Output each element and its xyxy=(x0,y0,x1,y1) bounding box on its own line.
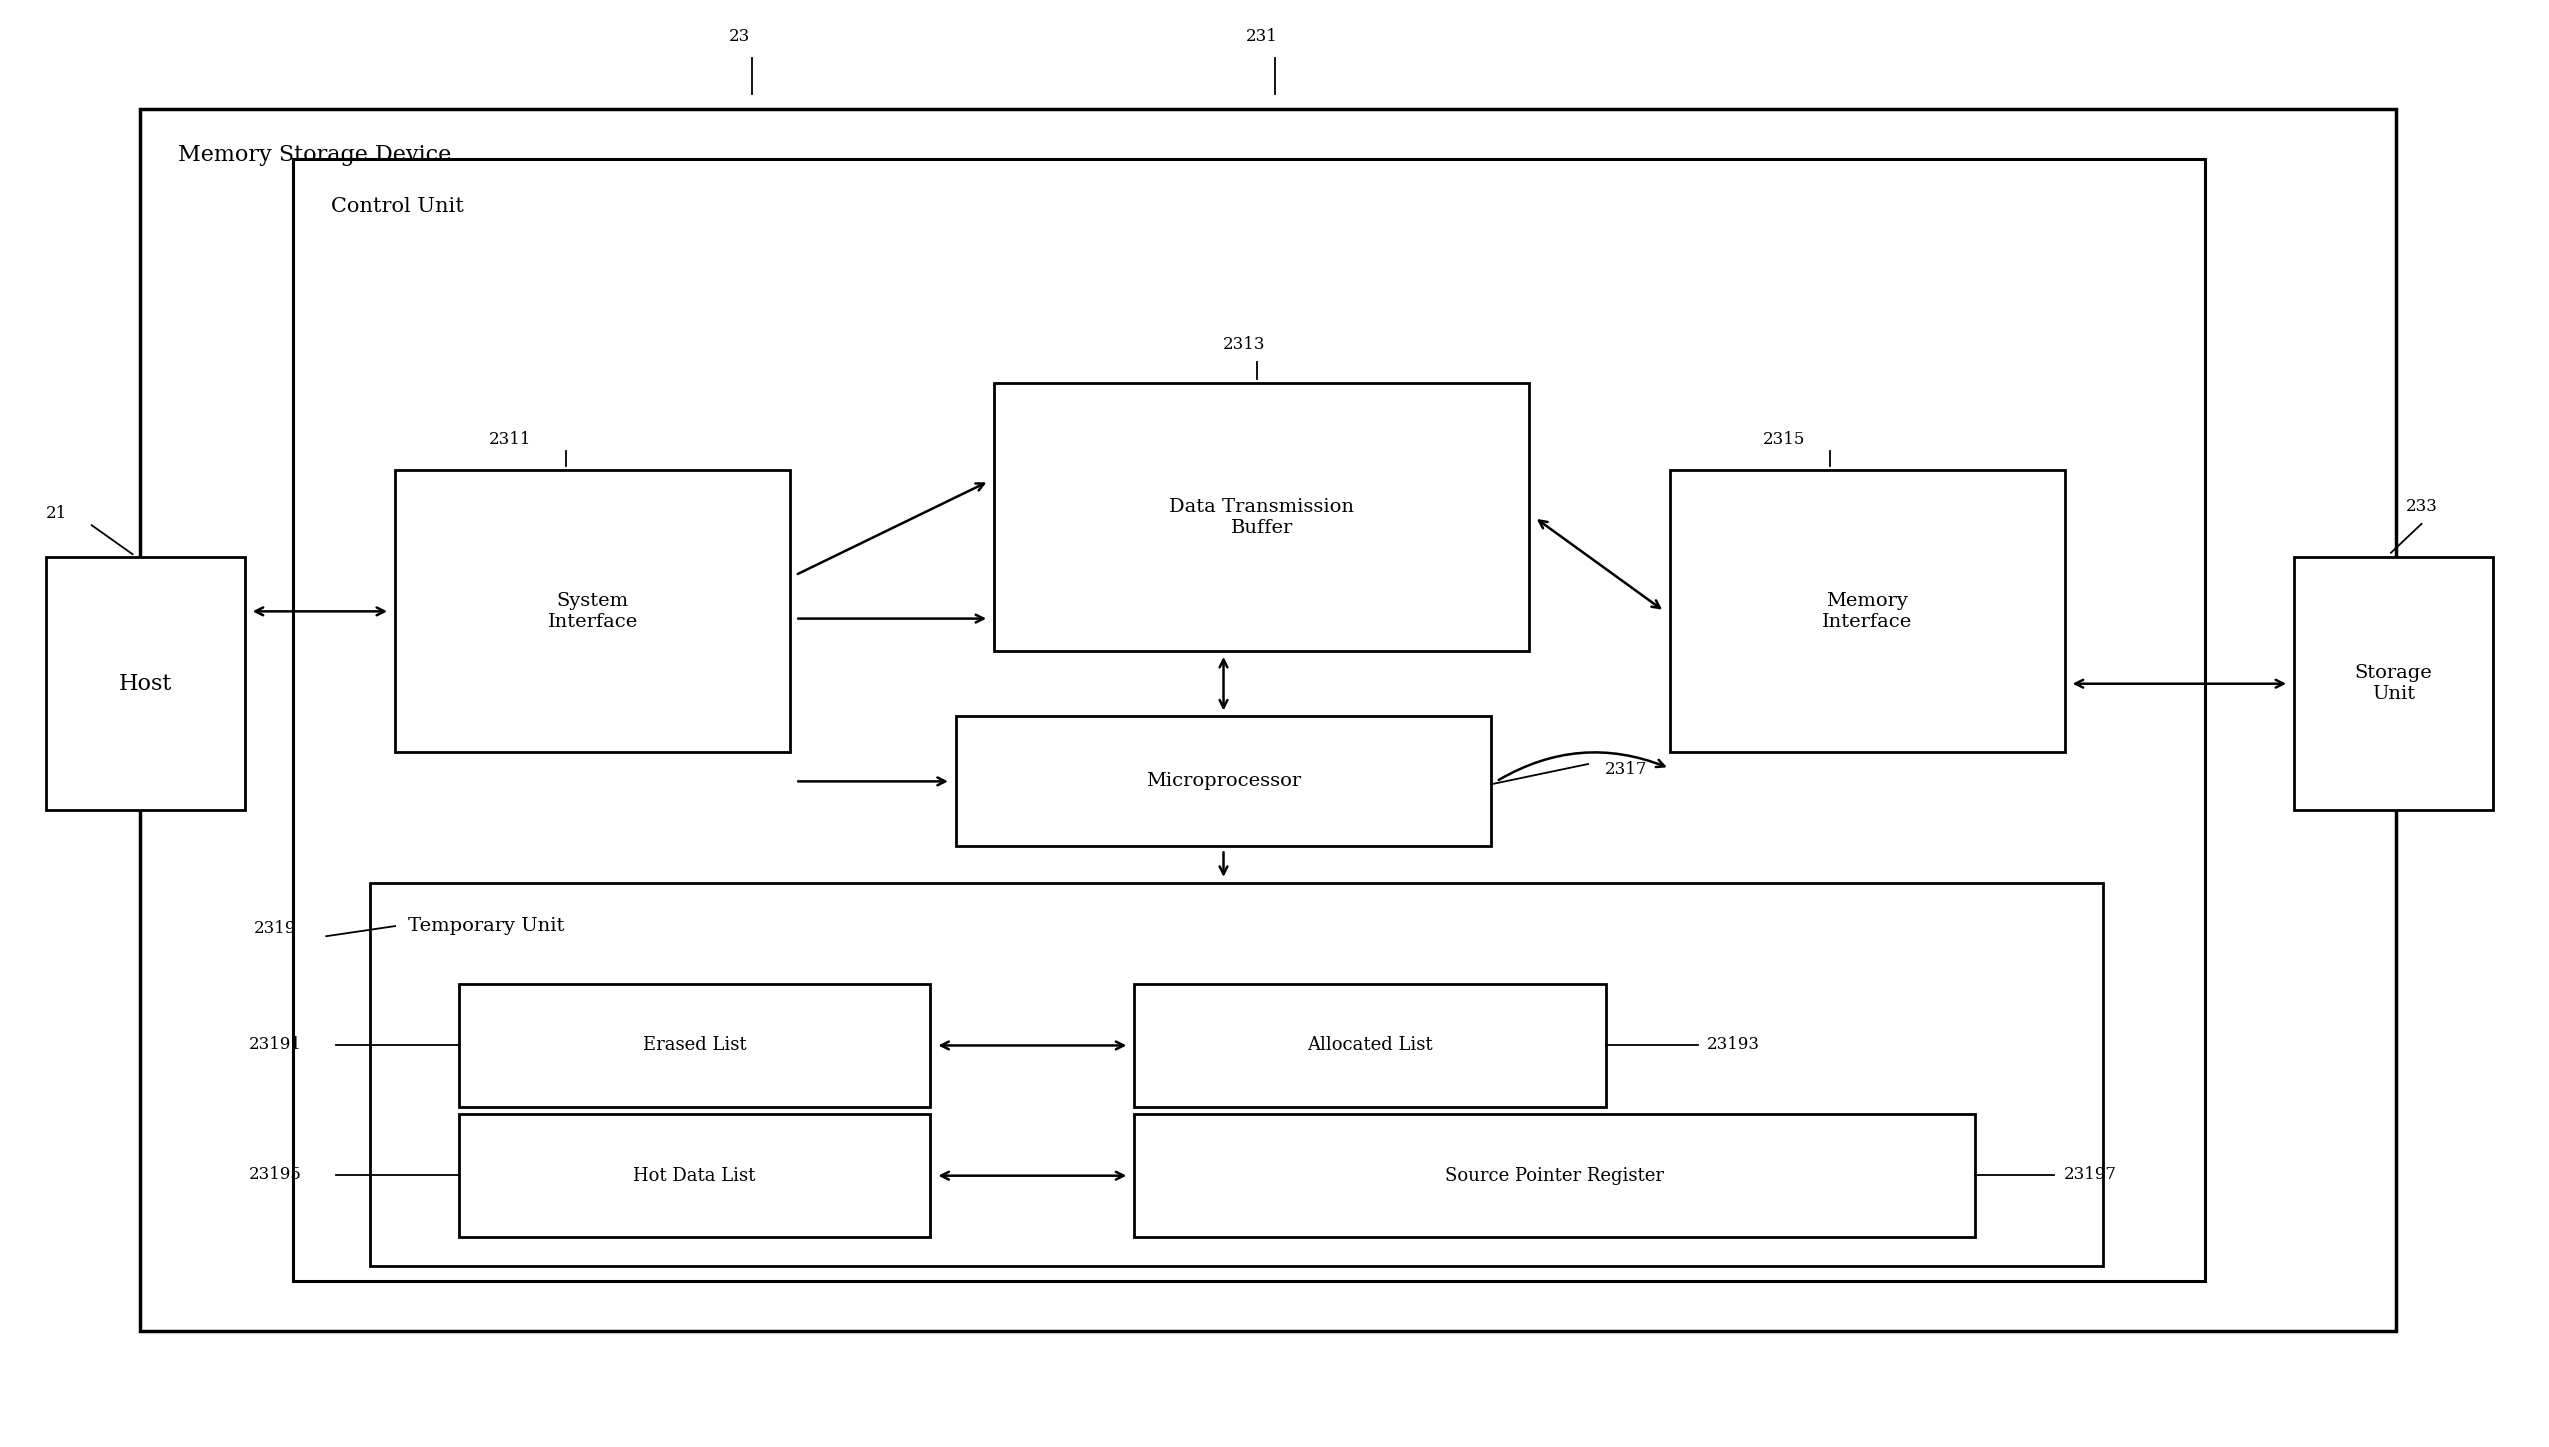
Text: 23195: 23195 xyxy=(250,1166,301,1184)
Text: 23191: 23191 xyxy=(250,1036,301,1053)
Text: Host: Host xyxy=(120,673,171,695)
Text: 2315: 2315 xyxy=(1764,431,1805,449)
Bar xyxy=(140,109,2396,1331)
Bar xyxy=(459,1114,930,1237)
Text: 23197: 23197 xyxy=(2065,1166,2116,1184)
Text: 233: 233 xyxy=(2406,498,2437,515)
Bar xyxy=(1134,1114,1975,1237)
Bar xyxy=(994,383,1529,651)
Text: 2313: 2313 xyxy=(1224,336,1264,353)
Text: Source Pointer Register: Source Pointer Register xyxy=(1445,1166,1664,1185)
Text: 2311: 2311 xyxy=(489,431,530,449)
Bar xyxy=(370,883,2103,1266)
Text: 23: 23 xyxy=(729,27,749,45)
Bar xyxy=(956,716,1491,846)
Text: System
Interface: System Interface xyxy=(548,592,637,631)
Text: Temporary Unit: Temporary Unit xyxy=(408,917,563,935)
Text: Storage
Unit: Storage Unit xyxy=(2355,664,2432,703)
Text: 23193: 23193 xyxy=(1708,1036,1759,1053)
Text: Erased List: Erased List xyxy=(642,1036,747,1055)
Text: Hot Data List: Hot Data List xyxy=(632,1166,757,1185)
Bar xyxy=(1134,984,1606,1107)
Bar xyxy=(2294,557,2493,810)
Text: 21: 21 xyxy=(46,505,66,522)
Bar xyxy=(1670,470,2065,752)
Text: Memory
Interface: Memory Interface xyxy=(1823,592,1912,631)
Text: Allocated List: Allocated List xyxy=(1308,1036,1433,1055)
Text: 2319: 2319 xyxy=(255,920,296,938)
Text: 2317: 2317 xyxy=(1606,761,1647,778)
Text: Data Transmission
Buffer: Data Transmission Buffer xyxy=(1170,498,1354,537)
Text: Microprocessor: Microprocessor xyxy=(1147,773,1300,790)
Text: Control Unit: Control Unit xyxy=(331,197,464,217)
Bar xyxy=(293,159,2205,1281)
Text: Memory Storage Device: Memory Storage Device xyxy=(178,143,451,166)
Bar xyxy=(395,470,790,752)
Text: 231: 231 xyxy=(1246,27,1277,45)
Bar xyxy=(46,557,245,810)
Bar xyxy=(459,984,930,1107)
